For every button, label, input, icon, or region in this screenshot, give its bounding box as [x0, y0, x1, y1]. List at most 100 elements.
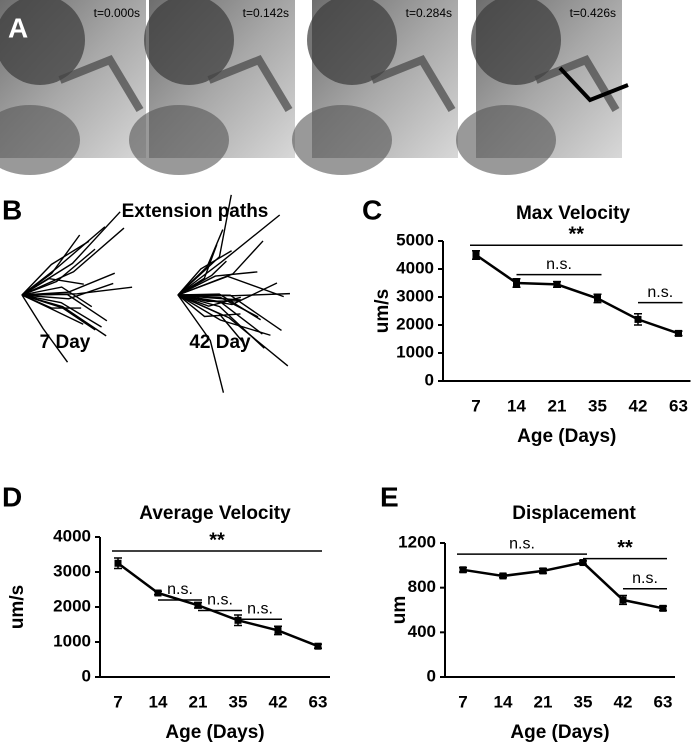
y-tick-label: 1000: [396, 342, 434, 361]
chart-title: Displacement: [512, 503, 636, 524]
path-trace: [21, 234, 81, 296]
data-point: [234, 616, 242, 624]
x-tick-label: 63: [654, 692, 673, 711]
group-label: 7 Day: [40, 332, 91, 353]
panel-title: Extension paths: [122, 201, 269, 222]
x-tick-label: 14: [149, 692, 168, 711]
path-trace: [21, 286, 133, 296]
significance-label: n.s.: [647, 284, 673, 301]
path-trace: [177, 294, 241, 318]
data-point: [594, 294, 601, 302]
path-trace: [177, 294, 245, 344]
x-tick-label: 21: [189, 692, 208, 711]
x-tick-label: 42: [629, 396, 648, 415]
significance-label: n.s.: [207, 592, 233, 609]
y-tick-label: 0: [82, 666, 91, 685]
x-tick-label: 35: [574, 692, 593, 711]
y-tick-label: 0: [425, 370, 434, 389]
y-axis-label: um: [389, 596, 410, 625]
fly-leg: [207, 55, 293, 113]
x-tick-label: 63: [309, 692, 328, 711]
y-axis-label: um/s: [7, 585, 28, 629]
y-tick-label: 5000: [396, 230, 434, 249]
data-point: [459, 566, 467, 574]
path-trace: [177, 293, 261, 321]
x-tick-label: 42: [614, 692, 633, 711]
significance-label: **: [209, 529, 225, 551]
x-tick-label: 21: [534, 692, 553, 711]
panel-label: D: [2, 481, 22, 512]
significance-label: **: [568, 223, 584, 245]
fly-head: [144, 0, 234, 85]
y-tick-label: 800: [408, 577, 436, 596]
significance-label: n.s.: [546, 256, 572, 273]
data-point: [513, 279, 520, 287]
path-trace: [177, 294, 271, 336]
path-trace: [21, 248, 96, 296]
bracket: [558, 66, 629, 103]
y-axis-label: um/s: [372, 289, 393, 333]
fly-body: [129, 105, 229, 175]
panel-label: C: [362, 194, 382, 225]
path-trace: [177, 294, 263, 335]
path-trace: [177, 194, 232, 296]
y-tick-label: 3000: [53, 561, 91, 580]
significance-label: n.s.: [632, 570, 658, 587]
y-tick-label: 4000: [396, 258, 434, 277]
group-label: 42 Day: [189, 332, 251, 353]
data-point: [579, 559, 587, 567]
data-point: [472, 251, 480, 259]
y-tick-label: 400: [408, 622, 436, 641]
x-tick-label: 7: [458, 692, 467, 711]
fly-head: [307, 0, 397, 85]
data-line: [475, 253, 679, 335]
panel-label: E: [380, 481, 399, 512]
y-tick-label: 1000: [53, 631, 91, 650]
data-point: [634, 315, 642, 323]
data-point: [499, 572, 507, 580]
data-point: [114, 559, 122, 567]
time-label: t=0.426s: [570, 6, 616, 20]
data-point: [154, 589, 162, 597]
fly-leg: [370, 55, 456, 113]
x-tick-label: 14: [494, 692, 513, 711]
x-axis-label: Age (Days): [165, 722, 264, 743]
data-point: [675, 329, 682, 337]
path-trace: [177, 294, 225, 393]
path-trace: [21, 294, 69, 363]
data-line: [117, 562, 319, 648]
path-trace: [21, 227, 125, 296]
data-point: [539, 567, 547, 575]
chart-title: Max Velocity: [516, 203, 630, 224]
y-tick-label: 2000: [396, 314, 434, 333]
x-tick-label: 35: [588, 396, 607, 415]
photo-strip: t=0.000s t=0.142s t=0.284s t=0.426s: [0, 0, 629, 175]
significance-label: **: [617, 537, 633, 559]
panel-label: B: [2, 194, 22, 225]
data-point: [194, 601, 202, 609]
y-tick-label: 1200: [398, 532, 436, 551]
chart-title: Average Velocity: [139, 503, 291, 524]
path-trace: [177, 240, 264, 296]
x-tick-label: 63: [669, 396, 688, 415]
x-tick-label: 35: [229, 692, 248, 711]
path-trace: [21, 226, 106, 296]
path-trace: [177, 229, 224, 296]
significance-label: n.s.: [509, 535, 535, 552]
path-trace: [21, 282, 114, 300]
path-trace: [21, 294, 84, 325]
fly-body: [0, 105, 80, 175]
fly-body: [456, 105, 556, 175]
path-trace: [21, 240, 90, 296]
path-trace: [21, 286, 93, 308]
path-trace: [177, 250, 232, 296]
data-point: [314, 642, 322, 650]
x-tick-label: 7: [471, 396, 480, 415]
path-trace: [21, 294, 96, 331]
x-axis-label: Age (Days): [510, 722, 609, 743]
x-tick-label: 7: [113, 692, 122, 711]
time-label: t=0.142s: [243, 6, 289, 20]
significance-label: n.s.: [167, 581, 193, 598]
panel-label: A: [8, 12, 28, 43]
